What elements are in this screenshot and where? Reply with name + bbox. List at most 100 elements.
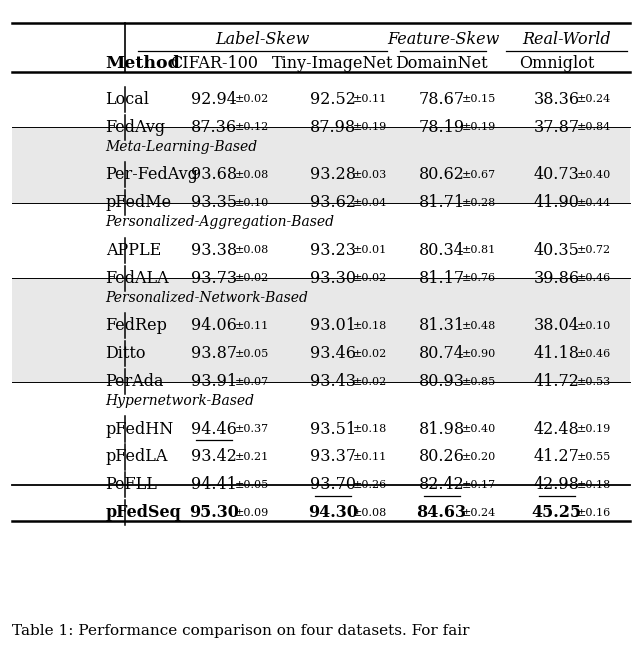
Text: Hypernetwork-Based: Hypernetwork-Based [106,394,255,408]
Text: ±0.85: ±0.85 [462,376,497,387]
Text: FedALA: FedALA [106,270,169,287]
Text: ±0.55: ±0.55 [577,452,612,462]
Text: Per-FedAvg: Per-FedAvg [106,166,198,183]
Text: 94.06: 94.06 [191,317,237,334]
Text: 93.73: 93.73 [191,270,237,287]
Text: 81.71: 81.71 [419,194,465,211]
Text: ±0.17: ±0.17 [462,480,496,490]
Text: 80.26: 80.26 [419,448,465,465]
Text: ±0.84: ±0.84 [577,122,612,133]
Text: ±0.16: ±0.16 [577,508,612,518]
Text: 40.35: 40.35 [534,242,580,259]
Text: APPLE: APPLE [106,242,161,259]
Text: 81.31: 81.31 [419,317,465,334]
Text: 42.98: 42.98 [534,476,580,493]
Text: ±0.10: ±0.10 [577,320,612,331]
Text: ±0.07: ±0.07 [235,376,269,387]
Text: Personalized-Network-Based: Personalized-Network-Based [106,291,308,305]
Text: ±0.67: ±0.67 [462,170,496,180]
Text: ±0.03: ±0.03 [353,170,388,180]
Bar [12,278,630,382]
Text: 41.18: 41.18 [534,345,580,362]
Text: ±0.02: ±0.02 [353,348,388,359]
Text: 42.48: 42.48 [534,421,580,437]
Text: ±0.26: ±0.26 [353,480,388,490]
Text: Omniglot: Omniglot [519,55,595,72]
Text: 93.42: 93.42 [191,448,237,465]
Text: ±0.37: ±0.37 [235,424,269,434]
Text: 39.86: 39.86 [534,270,580,287]
Text: ±0.05: ±0.05 [235,348,269,359]
Text: pFedSeq: pFedSeq [106,504,181,521]
Text: ±0.19: ±0.19 [577,424,612,434]
Text: 41.72: 41.72 [534,373,580,390]
Text: 41.90: 41.90 [534,194,580,211]
Text: ±0.12: ±0.12 [235,122,269,133]
Text: ±0.11: ±0.11 [235,320,269,331]
Text: ±0.18: ±0.18 [353,320,388,331]
Text: ±0.72: ±0.72 [577,245,611,255]
Text: ±0.09: ±0.09 [235,508,269,518]
Text: ±0.08: ±0.08 [235,245,269,255]
Text: 81.17: 81.17 [419,270,465,287]
Text: ±0.02: ±0.02 [353,273,388,283]
Text: ±0.04: ±0.04 [353,198,388,208]
Text: 80.34: 80.34 [419,242,465,259]
Text: 94.41: 94.41 [191,476,237,493]
Text: 94.30: 94.30 [308,504,358,521]
Text: ±0.46: ±0.46 [577,273,612,283]
Text: 93.46: 93.46 [310,345,356,362]
Text: Personalized-Aggregation-Based: Personalized-Aggregation-Based [106,215,335,229]
Text: pFedHN: pFedHN [106,421,174,437]
Text: ±0.05: ±0.05 [235,480,269,490]
Text: 93.23: 93.23 [310,242,356,259]
Text: Local: Local [106,91,150,108]
Text: Tiny-ImageNet: Tiny-ImageNet [272,55,394,72]
Text: pFedLA: pFedLA [106,448,168,465]
Text: 93.01: 93.01 [310,317,356,334]
Text: 87.36: 87.36 [191,119,237,136]
Text: ±0.10: ±0.10 [235,198,269,208]
Text: 78.19: 78.19 [419,119,465,136]
Text: ±0.40: ±0.40 [577,170,612,180]
Text: ±0.08: ±0.08 [353,508,388,518]
Text: 95.30: 95.30 [189,504,239,521]
Text: 93.51: 93.51 [310,421,356,437]
Text: pFedMe: pFedMe [106,194,172,211]
Text: FedRep: FedRep [106,317,168,334]
Text: 38.36: 38.36 [534,91,580,108]
Text: ±0.90: ±0.90 [462,348,497,359]
Text: 93.91: 93.91 [191,373,237,390]
Text: ±0.46: ±0.46 [577,348,612,359]
Text: 93.68: 93.68 [191,166,237,183]
Text: 84.63: 84.63 [417,504,467,521]
Text: ±0.24: ±0.24 [462,508,497,518]
Text: 93.87: 93.87 [191,345,237,362]
Text: ±0.15: ±0.15 [462,94,497,105]
Text: 87.98: 87.98 [310,119,356,136]
Text: 41.27: 41.27 [534,448,580,465]
Text: 80.62: 80.62 [419,166,465,183]
Text: FedAvg: FedAvg [106,119,166,136]
Text: 80.93: 80.93 [419,373,465,390]
Text: ±0.20: ±0.20 [462,452,497,462]
Text: 80.74: 80.74 [419,345,465,362]
Text: ±0.40: ±0.40 [462,424,497,434]
Text: 94.46: 94.46 [191,421,237,437]
Text: ±0.02: ±0.02 [353,376,388,387]
Text: ±0.53: ±0.53 [577,376,612,387]
Text: 93.37: 93.37 [310,448,356,465]
Text: Real-World: Real-World [522,31,611,47]
Text: 93.43: 93.43 [310,373,356,390]
Text: 93.62: 93.62 [310,194,356,211]
Bar [12,127,630,203]
Text: ±0.21: ±0.21 [235,452,269,462]
Text: ±0.81: ±0.81 [462,245,497,255]
Text: ±0.08: ±0.08 [235,170,269,180]
Text: PerAda: PerAda [106,373,164,390]
Text: ±0.18: ±0.18 [353,424,388,434]
Text: 93.28: 93.28 [310,166,356,183]
Text: ±0.18: ±0.18 [577,480,612,490]
Text: 40.73: 40.73 [534,166,580,183]
Text: ±0.02: ±0.02 [235,94,269,105]
